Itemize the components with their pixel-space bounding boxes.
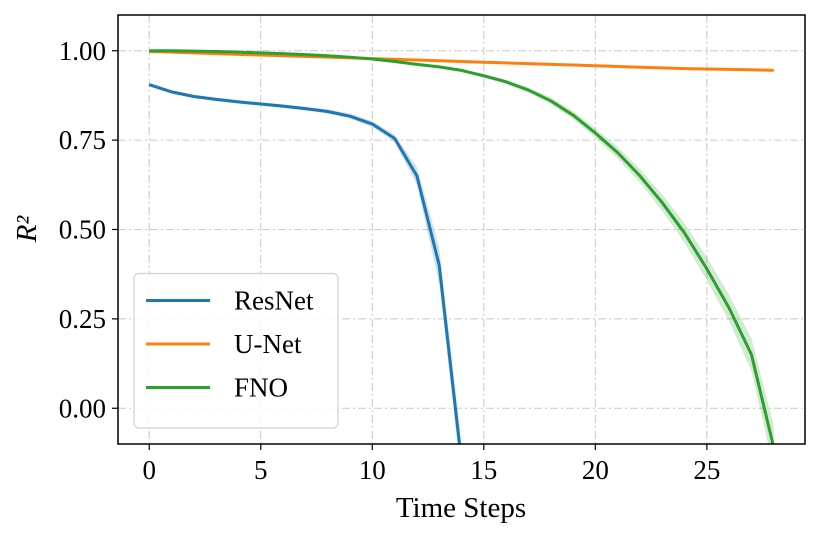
plot-frame	[117, 14, 806, 445]
x-axis-label: Time Steps	[396, 492, 526, 524]
y-tick-label: 0.25	[59, 304, 106, 334]
x-tick-label: 15	[470, 455, 497, 485]
y-tick-label: 0.50	[59, 215, 106, 245]
legend-label: U-Net	[234, 329, 302, 359]
confidence-band	[149, 50, 774, 444]
y-axis-label: R²	[11, 214, 43, 243]
x-tick-label: 10	[359, 455, 386, 485]
x-tick-label: 0	[142, 455, 156, 485]
y-tick-label: 1.00	[59, 36, 106, 66]
x-tick-label: 5	[254, 455, 268, 485]
series-line	[148, 83, 461, 444]
legend-label: FNO	[234, 373, 288, 403]
series-line	[149, 49, 774, 72]
x-tick-label: 20	[582, 455, 609, 485]
x-tick-label: 25	[693, 455, 720, 485]
series-line	[149, 49, 775, 444]
legend-label: ResNet	[234, 286, 314, 316]
legend-box	[133, 272, 339, 429]
y-tick-label: 0.00	[59, 393, 106, 423]
plot-area	[148, 49, 775, 444]
y-tick-label: 0.75	[59, 125, 106, 155]
